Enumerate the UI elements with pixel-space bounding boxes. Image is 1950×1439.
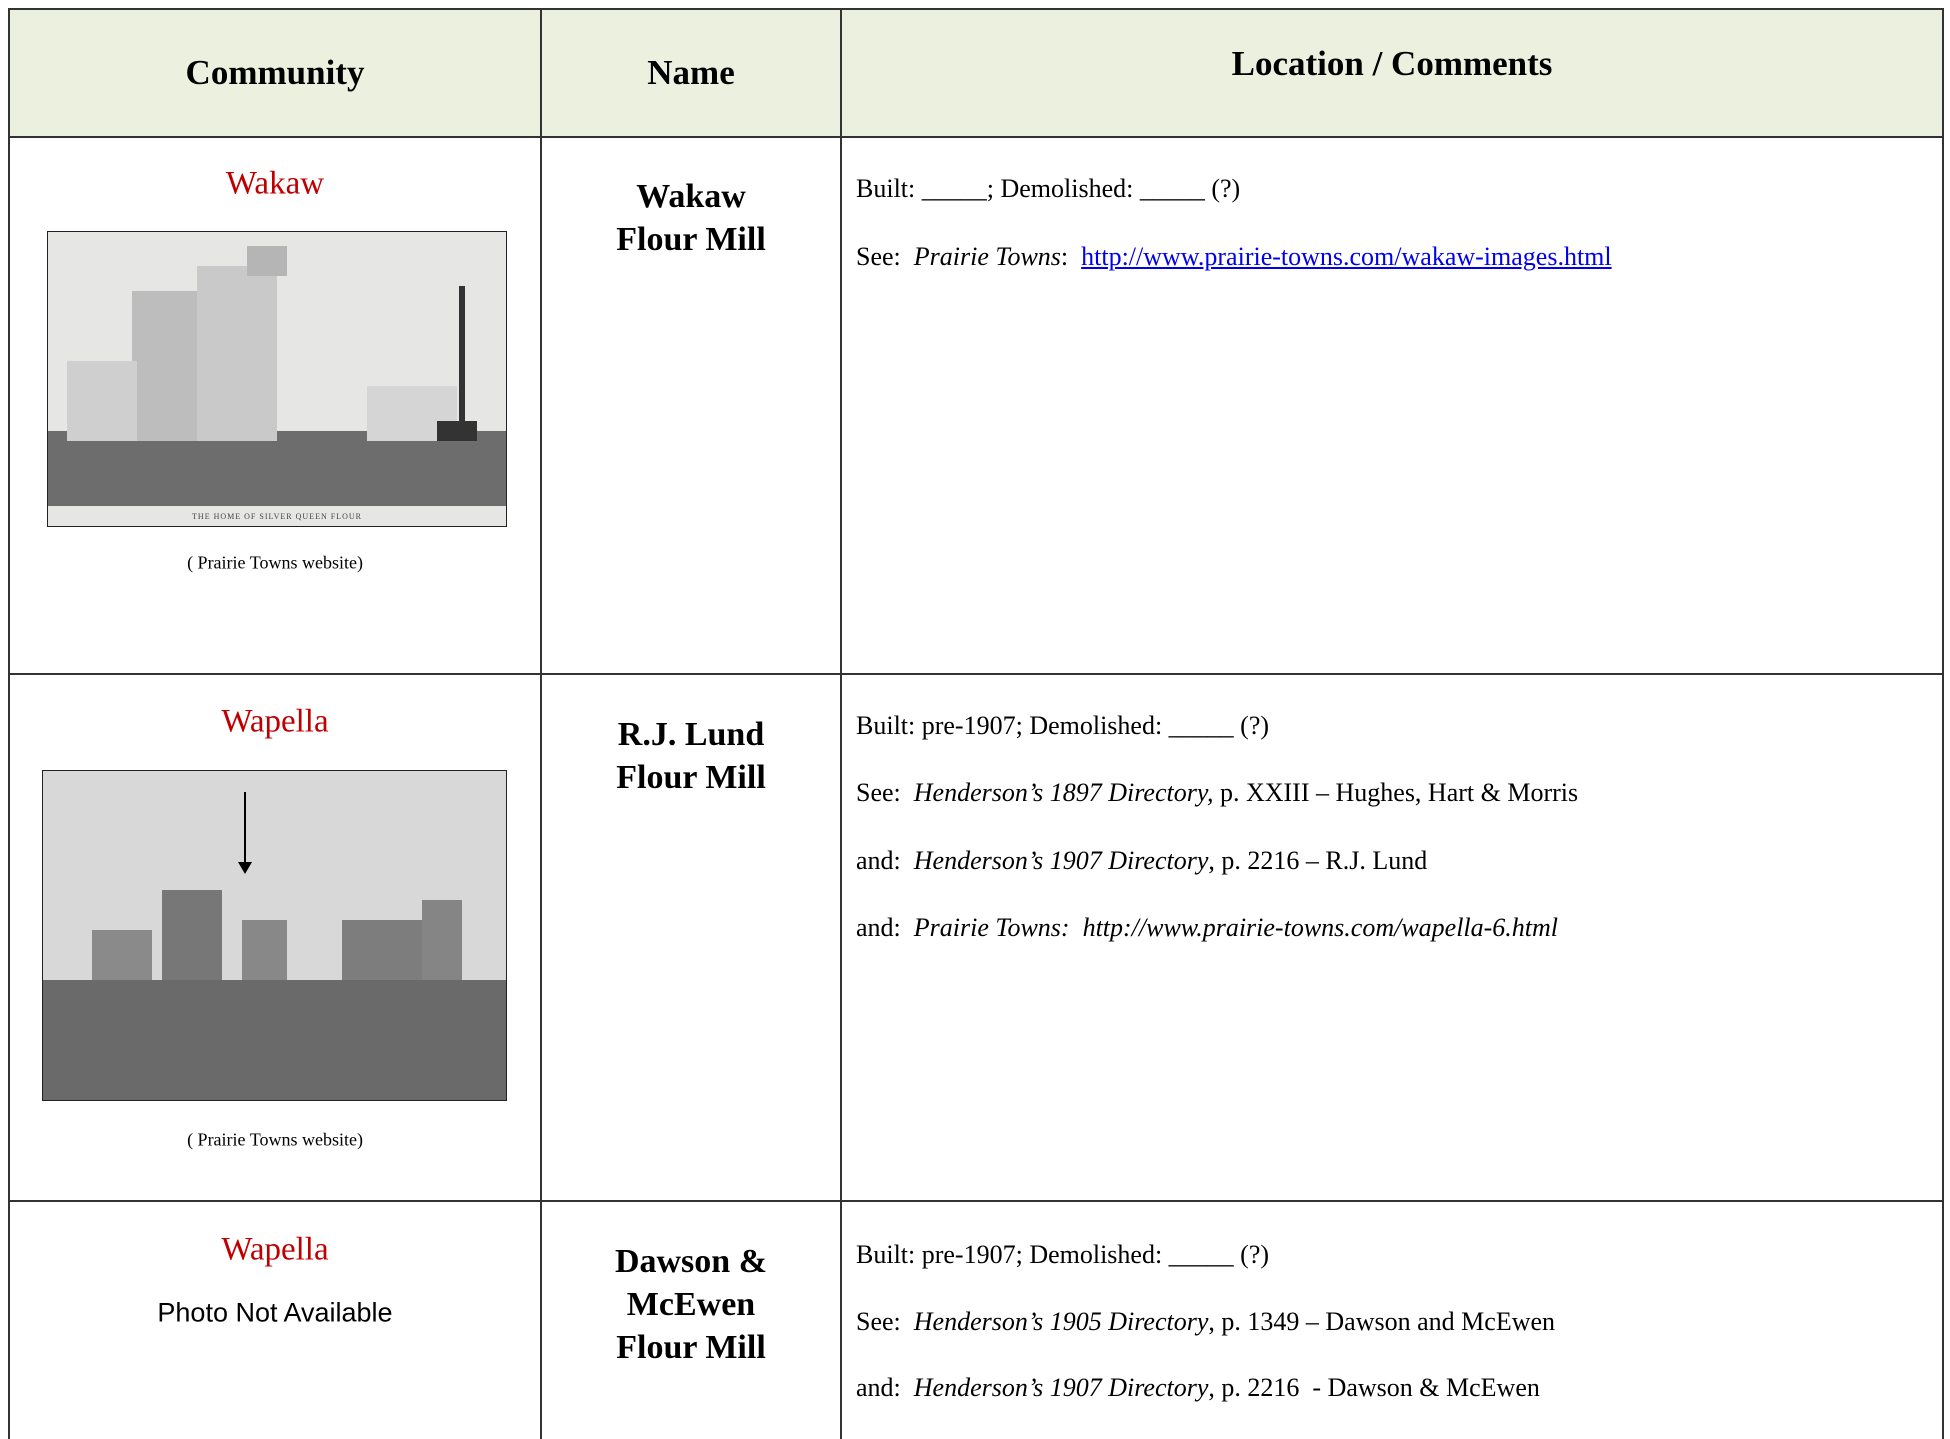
text-segment: Henderson’s 1905 Directory <box>913 1307 1209 1336</box>
header-cell: Name <box>647 53 735 92</box>
comment-line: Built: pre-1907; Demolished: _____ (?) <box>856 711 1269 741</box>
text-segment: and: <box>856 913 914 942</box>
photo-text: THE HOME OF SILVER QUEEN FLOUR <box>192 512 362 521</box>
text-segment: , p. 2216 – R.J. Lund <box>1208 846 1428 875</box>
comment-line: See: Henderson’s 1905 Directory, p. 1349… <box>856 1307 1555 1337</box>
link[interactable]: http://www.prairie-towns.com/wakaw-image… <box>1081 242 1612 271</box>
text-segment: Built: pre-1907; Demolished: _____ (?) <box>856 711 1270 740</box>
text-segment: , p. 2216 - Dawson & McEwen <box>1208 1373 1540 1402</box>
text-segment: Built: pre-1907; Demolished: _____ (?) <box>856 1240 1270 1269</box>
comment-line: and: Henderson’s 1907 Directory, p. 2216… <box>856 1373 1540 1403</box>
text-segment: Prairie Towns <box>913 242 1061 271</box>
community: Wapella <box>221 1231 329 1268</box>
text-segment: Henderson’s 1907 Directory <box>913 1373 1209 1402</box>
text-segment: See: <box>856 1307 914 1336</box>
text-segment: p. XXIII – Hughes, Hart & Morris <box>1213 778 1579 807</box>
text-segment: : <box>1060 242 1082 271</box>
header-cell: Location / Comments <box>1231 44 1553 83</box>
border <box>1942 8 1944 1439</box>
mill-name: Wakaw Flour Mill <box>616 178 766 258</box>
text-segment: and: <box>856 846 914 875</box>
text-segment: Prairie Towns: http://www.prairie-towns.… <box>913 913 1559 942</box>
caption: ( Prairie Towns website) <box>187 1129 363 1150</box>
community: Wapella <box>221 703 329 740</box>
header-bg <box>9 9 1943 137</box>
text-segment: See: <box>856 778 914 807</box>
header-cell: Community <box>185 53 365 92</box>
mill-name: R.J. Lund Flour Mill <box>616 716 766 796</box>
border <box>8 8 10 1439</box>
community: Wakaw <box>225 165 325 202</box>
photo <box>42 770 507 1101</box>
border <box>840 8 842 1439</box>
caption: ( Prairie Towns website) <box>187 552 363 573</box>
border <box>540 8 542 1439</box>
text-segment: See: <box>856 242 914 271</box>
comment-line: and: Prairie Towns: http://www.prairie-t… <box>856 913 1558 943</box>
border <box>9 8 1944 10</box>
text-segment: , p. 1349 – Dawson and McEwen <box>1208 1307 1556 1336</box>
comment-line: Built: _____; Demolished: _____ (?) <box>856 174 1240 204</box>
comment-line: See: Prairie Towns: http://www.prairie-t… <box>856 242 1612 272</box>
text-segment: Henderson’s 1907 Directory <box>913 846 1209 875</box>
photo-note: Photo Not Available <box>157 1297 393 1328</box>
photo: THE HOME OF SILVER QUEEN FLOUR <box>47 231 507 527</box>
text-segment: and: <box>856 1373 914 1402</box>
comment-line: and: Henderson’s 1907 Directory, p. 2216… <box>856 846 1427 876</box>
text-segment: Henderson’s 1897 Directory, <box>913 778 1214 807</box>
mill-name: Dawson & McEwen Flour Mill <box>614 1243 768 1366</box>
border <box>9 673 1944 675</box>
text-segment: Built: _____; Demolished: _____ (?) <box>856 174 1241 203</box>
border <box>9 136 1944 138</box>
comment-line: Built: pre-1907; Demolished: _____ (?) <box>856 1240 1269 1270</box>
comment-line: See: Henderson’s 1897 Directory, p. XXII… <box>856 778 1578 808</box>
border <box>9 1200 1944 1202</box>
